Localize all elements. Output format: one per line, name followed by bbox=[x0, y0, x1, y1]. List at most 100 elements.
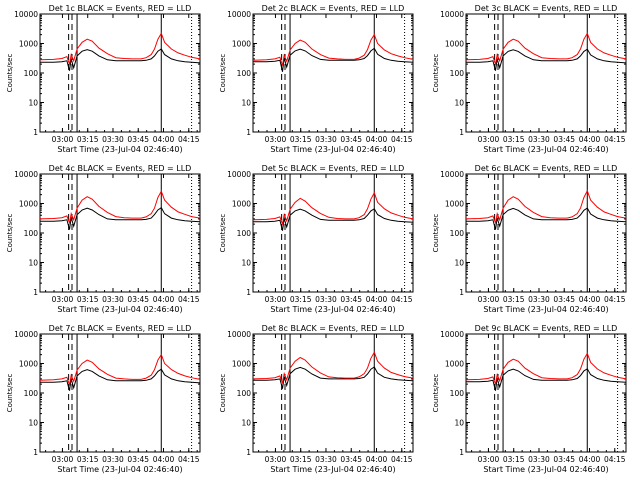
y-tick-label: 10 bbox=[28, 99, 38, 108]
series-line-events bbox=[253, 47, 414, 72]
panel-title: Det 9c BLACK = Events, RED = LLD bbox=[475, 324, 618, 333]
y-tick-label: 100 bbox=[237, 229, 252, 238]
x-tick-label: 04:15 bbox=[604, 295, 626, 304]
y-tick-label: 1000 bbox=[19, 40, 38, 49]
series-line-events bbox=[253, 208, 414, 231]
y-tick-label: 100 bbox=[450, 69, 465, 78]
series-line-events bbox=[466, 368, 627, 391]
x-tick-label: 03:45 bbox=[553, 455, 575, 464]
y-tick-label: 10000 bbox=[227, 170, 251, 179]
x-tick-label: 03:30 bbox=[315, 455, 337, 464]
x-tick-label: 04:00 bbox=[153, 295, 175, 304]
x-tick-label: 04:00 bbox=[579, 295, 601, 304]
y-tick-label: 1 bbox=[459, 128, 464, 137]
y-tick-label: 10 bbox=[454, 259, 464, 268]
x-tick-label: 04:00 bbox=[579, 135, 601, 144]
detector-panel-1: 1 10 100 1000 10000 03:00 03:15 03:30 03:45 04:00… bbox=[6, 4, 201, 154]
x-axis-label: Start Time (23-Jul-04 02:46:40) bbox=[483, 145, 608, 154]
x-tick-label: 04:15 bbox=[391, 455, 413, 464]
y-tick-label: 10000 bbox=[14, 170, 38, 179]
y-tick-label: 100 bbox=[24, 389, 39, 398]
x-tick-label: 03:45 bbox=[340, 455, 362, 464]
y-tick-label: 1000 bbox=[19, 360, 38, 369]
y-tick-label: 1000 bbox=[445, 40, 464, 49]
panel-title: Det 4c BLACK = Events, RED = LLD bbox=[49, 164, 192, 173]
panel-title: Det 2c BLACK = Events, RED = LLD bbox=[262, 4, 405, 13]
x-tick-label: 03:00 bbox=[478, 135, 500, 144]
x-tick-label: 03:15 bbox=[503, 295, 525, 304]
y-tick-label: 10 bbox=[241, 99, 251, 108]
y-tick-label: 10000 bbox=[227, 330, 251, 339]
x-tick-label: 03:15 bbox=[77, 295, 99, 304]
x-tick-label: 03:45 bbox=[340, 135, 362, 144]
detector-panel-3: 1 10 100 1000 10000 03:00 03:15 03:30 03:45 04:00… bbox=[432, 4, 627, 154]
x-tick-label: 03:15 bbox=[503, 135, 525, 144]
detector-panel-5: 1 10 100 1000 10000 03:00 03:15 03:30 03:45 04:00… bbox=[219, 164, 414, 314]
series-line-events bbox=[253, 366, 414, 389]
detector-panel-9: 1 10 100 1000 10000 03:00 03:15 03:30 03:45 04:00… bbox=[432, 324, 627, 474]
x-axis-label: Start Time (23-Jul-04 02:46:40) bbox=[483, 465, 608, 474]
y-axis-label: Counts/sec bbox=[432, 54, 440, 93]
y-tick-label: 1 bbox=[246, 128, 251, 137]
x-tick-label: 04:15 bbox=[391, 135, 413, 144]
series-line-lld bbox=[465, 352, 627, 387]
x-tick-label: 03:00 bbox=[265, 455, 287, 464]
x-tick-label: 04:00 bbox=[366, 295, 388, 304]
panel-title: Det 6c BLACK = Events, RED = LLD bbox=[475, 164, 618, 173]
x-tick-label: 03:00 bbox=[52, 135, 74, 144]
y-axis-label: Counts/sec bbox=[219, 54, 227, 93]
x-tick-label: 04:15 bbox=[604, 135, 626, 144]
x-tick-label: 04:00 bbox=[366, 455, 388, 464]
panel-title: Det 1c BLACK = Events, RED = LLD bbox=[49, 4, 192, 13]
y-axis-label: Counts/sec bbox=[219, 214, 227, 253]
y-tick-label: 1000 bbox=[232, 40, 251, 49]
x-tick-label: 04:15 bbox=[178, 455, 200, 464]
x-tick-label: 03:15 bbox=[290, 135, 312, 144]
x-tick-label: 03:30 bbox=[315, 295, 337, 304]
x-tick-label: 03:45 bbox=[127, 295, 149, 304]
x-tick-label: 03:00 bbox=[265, 295, 287, 304]
x-tick-label: 04:15 bbox=[604, 455, 626, 464]
x-axis-label: Start Time (23-Jul-04 02:46:40) bbox=[57, 305, 182, 314]
y-tick-label: 100 bbox=[237, 389, 252, 398]
series-line-lld bbox=[252, 33, 414, 66]
y-tick-label: 10 bbox=[241, 419, 251, 428]
y-tick-label: 10000 bbox=[14, 10, 38, 19]
detector-panel-7: 1 10 100 1000 10000 03:00 03:15 03:30 03:45 04:00… bbox=[6, 324, 201, 474]
y-tick-label: 10 bbox=[28, 259, 38, 268]
x-tick-label: 04:00 bbox=[366, 135, 388, 144]
y-axis-label: Counts/sec bbox=[6, 214, 14, 253]
y-tick-label: 1000 bbox=[445, 200, 464, 209]
x-tick-label: 03:30 bbox=[528, 135, 550, 144]
x-tick-label: 03:00 bbox=[52, 295, 74, 304]
x-tick-label: 03:30 bbox=[102, 295, 124, 304]
y-tick-label: 10 bbox=[241, 259, 251, 268]
y-tick-label: 10 bbox=[454, 99, 464, 108]
y-tick-label: 1 bbox=[33, 128, 38, 137]
panel-title: Det 5c BLACK = Events, RED = LLD bbox=[262, 164, 405, 173]
x-tick-label: 03:30 bbox=[102, 455, 124, 464]
y-tick-label: 10000 bbox=[440, 330, 464, 339]
y-axis-label: Counts/sec bbox=[432, 214, 440, 253]
y-tick-label: 10000 bbox=[227, 10, 251, 19]
y-tick-label: 10000 bbox=[14, 330, 38, 339]
x-axis-label: Start Time (23-Jul-04 02:46:40) bbox=[270, 145, 395, 154]
y-tick-label: 1 bbox=[33, 448, 38, 457]
x-tick-label: 03:00 bbox=[478, 295, 500, 304]
x-axis-label: Start Time (23-Jul-04 02:46:40) bbox=[270, 305, 395, 314]
y-tick-label: 100 bbox=[450, 229, 465, 238]
x-tick-label: 04:15 bbox=[178, 135, 200, 144]
x-tick-label: 03:30 bbox=[528, 295, 550, 304]
x-tick-label: 03:45 bbox=[127, 135, 149, 144]
x-tick-label: 03:15 bbox=[290, 295, 312, 304]
x-axis-label: Start Time (23-Jul-04 02:46:40) bbox=[57, 145, 182, 154]
panel-title: Det 7c BLACK = Events, RED = LLD bbox=[49, 324, 192, 333]
detector-panel-4: 1 10 100 1000 10000 03:00 03:15 03:30 03:45 04:00… bbox=[6, 164, 201, 314]
y-tick-label: 100 bbox=[24, 229, 39, 238]
y-tick-label: 1 bbox=[246, 288, 251, 297]
series-line-lld bbox=[465, 32, 627, 67]
series-line-lld bbox=[252, 191, 414, 227]
y-axis-label: Counts/sec bbox=[6, 54, 14, 93]
y-axis-label: Counts/sec bbox=[432, 374, 440, 413]
